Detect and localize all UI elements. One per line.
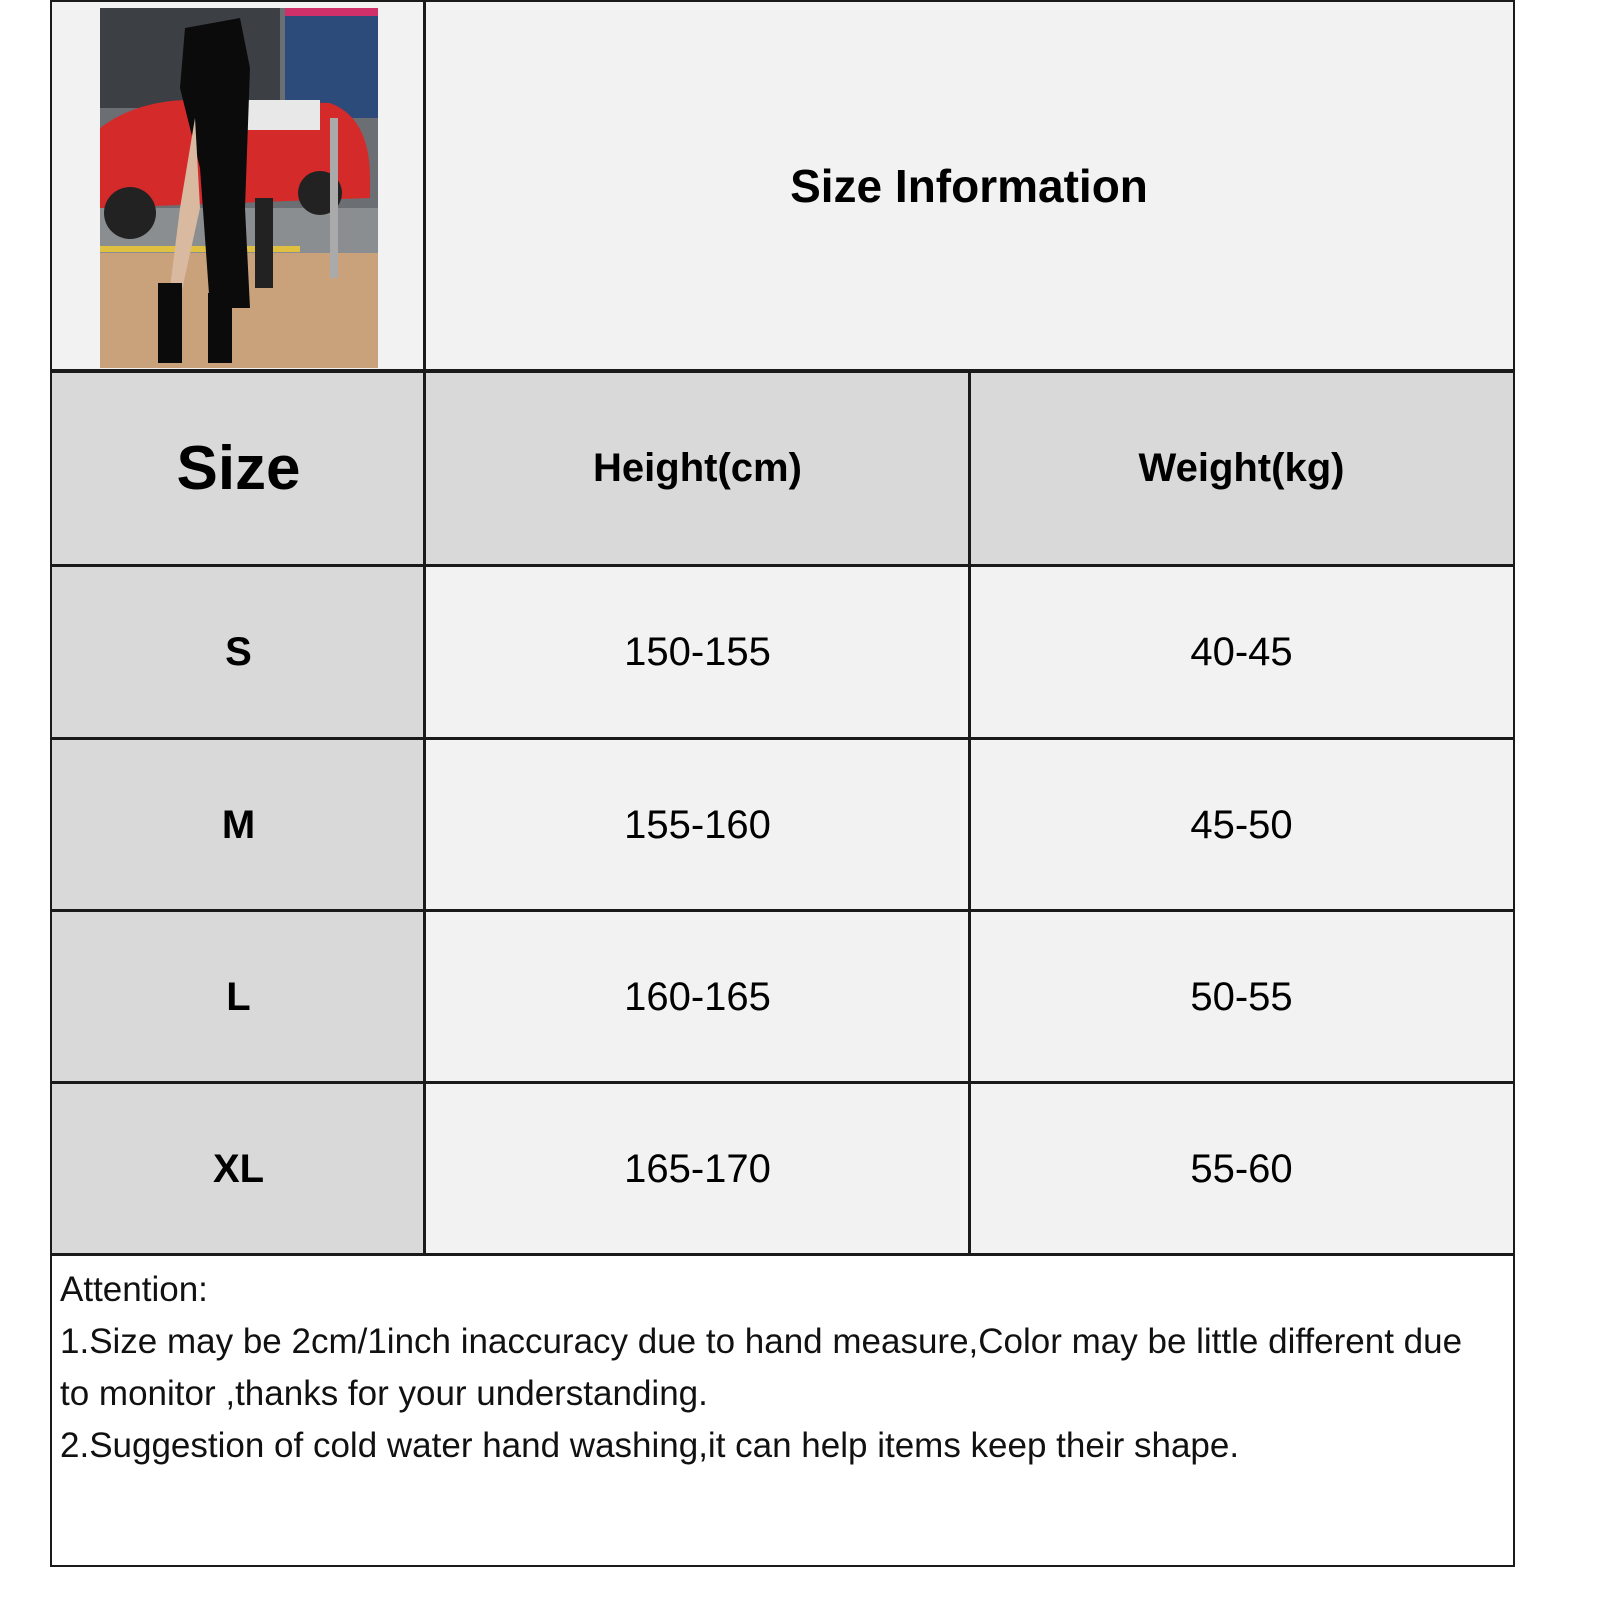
- divider: [52, 564, 1513, 567]
- size-cell: L: [52, 912, 425, 1082]
- divider: [52, 1081, 1513, 1084]
- page-title: Size Information: [790, 160, 1148, 212]
- height-cell: 160-165: [425, 912, 970, 1082]
- height-value: 165-170: [624, 1146, 771, 1191]
- height-value: 155-160: [624, 802, 771, 847]
- title-cell: Size Information: [425, 2, 1513, 370]
- height-cell: 150-155: [425, 567, 970, 738]
- size-label: M: [221, 802, 256, 847]
- weight-value: 55-60: [1190, 1146, 1293, 1191]
- weight-cell: 45-50: [970, 740, 1513, 910]
- weight-value: 40-45: [1190, 630, 1293, 674]
- size-cell: M: [52, 740, 425, 910]
- attention-notes: Attention: 1.Size may be 2cm/1inch inacc…: [60, 1264, 1500, 1472]
- weight-value: 50-55: [1190, 974, 1293, 1019]
- header-label: Weight(kg): [1138, 446, 1345, 490]
- height-cell: 155-160: [425, 740, 970, 910]
- weight-cell: 55-60: [970, 1084, 1513, 1254]
- height-value: 160-165: [624, 974, 771, 1019]
- photo-cell: [52, 2, 425, 370]
- notes-heading: Attention:: [60, 1270, 208, 1309]
- size-chart: Size Information Size Height(cm) Weight(…: [50, 0, 1515, 1567]
- divider: [52, 369, 1513, 373]
- size-label: L: [226, 974, 251, 1019]
- weight-cell: 40-45: [970, 567, 1513, 738]
- size-cell: XL: [52, 1084, 425, 1254]
- header-size: Size: [52, 372, 425, 565]
- divider: [52, 1253, 1513, 1256]
- weight-cell: 50-55: [970, 912, 1513, 1082]
- size-label: S: [225, 630, 252, 674]
- divider: [968, 370, 971, 1256]
- header-height: Height(cm): [425, 372, 970, 565]
- note-line: 2.Suggestion of cold water hand washing,…: [60, 1426, 1240, 1465]
- height-cell: 165-170: [425, 1084, 970, 1254]
- divider: [52, 737, 1513, 740]
- header-weight: Weight(kg): [970, 372, 1513, 565]
- height-value: 150-155: [624, 630, 771, 674]
- divider: [52, 909, 1513, 912]
- header-label: Height(cm): [593, 446, 802, 490]
- size-cell: S: [52, 567, 425, 738]
- product-photo: [100, 8, 378, 368]
- header-label: Size: [176, 434, 301, 503]
- note-line: 1.Size may be 2cm/1inch inaccuracy due t…: [60, 1322, 1472, 1413]
- divider: [423, 2, 426, 1256]
- weight-value: 45-50: [1190, 802, 1293, 847]
- size-label: XL: [212, 1146, 265, 1191]
